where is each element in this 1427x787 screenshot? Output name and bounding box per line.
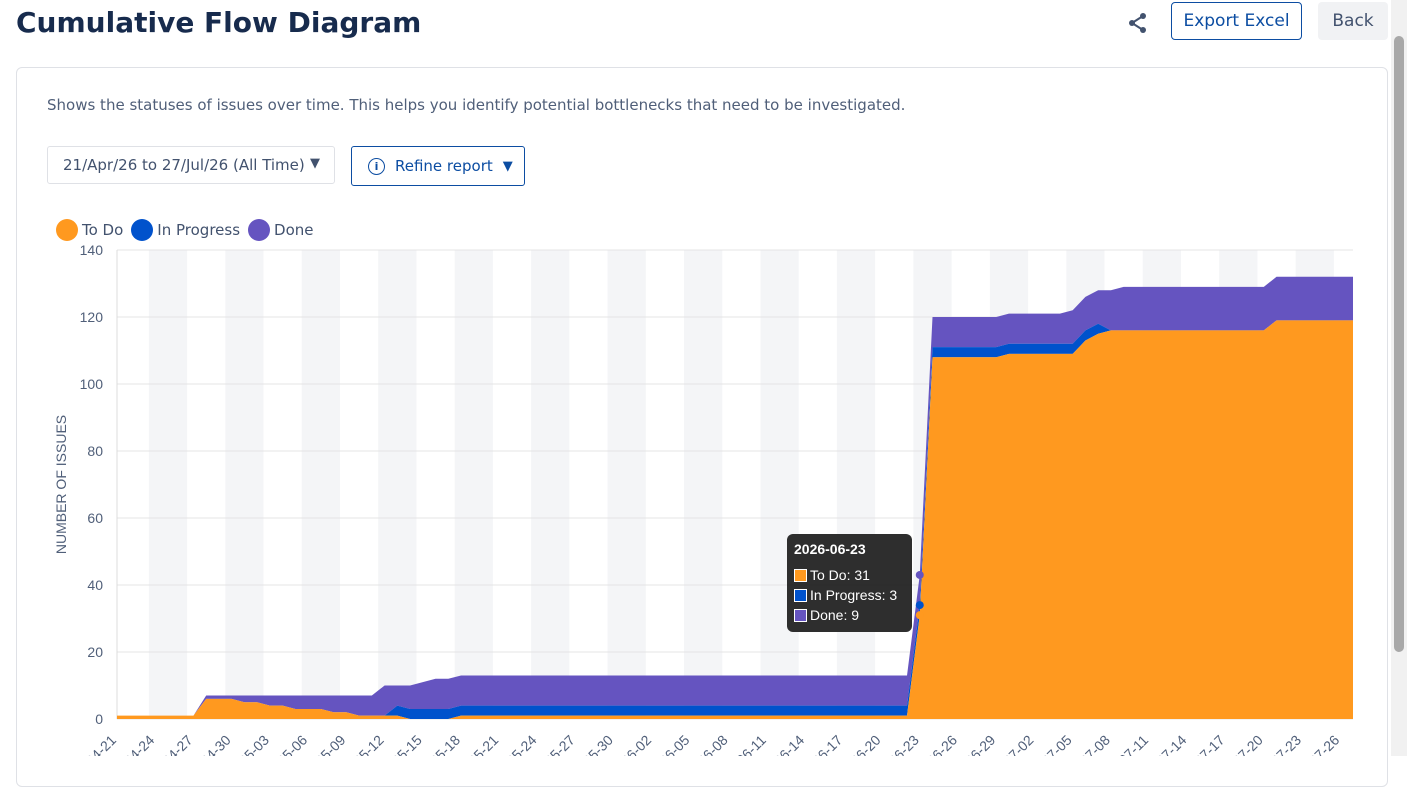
x-tick-label: 05-24	[503, 732, 540, 756]
tooltip-swatch-done	[794, 608, 807, 622]
tooltip-swatch-in-progress	[794, 588, 807, 602]
y-tick-label: 0	[95, 711, 103, 727]
x-tick-label: 06-29	[962, 732, 999, 756]
legend-swatch-done	[248, 219, 271, 241]
x-tick-label: 07-11	[1115, 732, 1151, 756]
legend-label: Done	[274, 221, 314, 239]
y-tick-label: 140	[80, 242, 104, 258]
date-range-select[interactable]: 21/Apr/26 to 27/Jul/26 (All Time) ▼	[47, 146, 335, 184]
highlight-point-done	[915, 570, 924, 579]
x-tick-label: 05-12	[350, 732, 387, 756]
x-tick-label: 05-30	[579, 732, 616, 756]
x-tick-label: 07-26	[1306, 732, 1343, 756]
tooltip-label: To Do: 31	[810, 567, 870, 583]
x-tick-label: 06-26	[923, 732, 960, 756]
refine-report-label: Refine report	[395, 157, 493, 175]
y-tick-label: 80	[87, 443, 103, 459]
x-tick-label: 04-30	[197, 732, 234, 756]
x-tick-label: 06-17	[809, 732, 846, 756]
background-band	[607, 250, 646, 719]
x-tick-label: 07-08	[1076, 732, 1113, 756]
x-tick-label: 04-27	[159, 732, 196, 756]
x-tick-label: 06-02	[618, 732, 655, 756]
legend-item-done[interactable]: Done	[248, 219, 313, 241]
scrollbar-thumb[interactable]	[1394, 36, 1404, 652]
x-tick-label: 05-03	[235, 732, 272, 756]
info-icon: i	[368, 157, 385, 175]
background-band	[378, 250, 417, 719]
background-band	[148, 250, 188, 719]
date-range-value: 21/Apr/26 to 27/Jul/26 (All Time)	[63, 156, 305, 174]
legend-item-in-progress[interactable]: In Progress	[131, 219, 240, 241]
highlight-point-in-progress	[915, 601, 924, 610]
tooltip-swatch-todo	[794, 568, 807, 582]
x-tick-label: 06-14	[771, 732, 808, 756]
chart-legend: To Do In Progress Done	[56, 219, 321, 241]
background-band	[301, 250, 340, 719]
share-icon[interactable]	[1127, 12, 1149, 34]
x-tick-label: 05-09	[312, 732, 349, 756]
x-tick-label: 04-21	[82, 732, 119, 756]
highlight-point-todo	[915, 611, 924, 620]
tooltip-date: 2026-06-23	[794, 541, 866, 557]
x-tick-label: 07-02	[1000, 732, 1037, 756]
x-tick-label: 05-18	[427, 732, 464, 756]
x-tick-label: 04-24	[121, 732, 158, 756]
tooltip-row-todo: To Do: 31	[794, 565, 905, 585]
y-tick-label: 120	[80, 309, 104, 325]
background-band	[836, 250, 876, 719]
caret-down-icon: ▼	[502, 158, 513, 174]
x-tick-label: 05-27	[541, 732, 578, 756]
area-done	[117, 276, 1353, 716]
x-tick-label: 05-21	[465, 732, 502, 756]
y-axis-title: NUMBER OF ISSUES	[53, 415, 69, 554]
legend-label: In Progress	[157, 221, 241, 239]
legend-swatch-in-progress	[131, 219, 154, 241]
x-tick-label: 06-08	[694, 732, 731, 756]
x-tick-label: 07-20	[1229, 732, 1266, 756]
x-tick-label: 05-06	[274, 732, 311, 756]
x-tick-label: 06-23	[885, 732, 922, 756]
x-tick-label: 05-15	[388, 732, 425, 756]
refine-report-button[interactable]: i Refine report ▼	[351, 146, 525, 186]
x-tick-label: 07-14	[1153, 732, 1190, 756]
tooltip-label: In Progress: 3	[810, 587, 898, 603]
x-tick-label: 06-11	[733, 732, 769, 756]
y-tick-label: 20	[87, 644, 103, 660]
y-tick-label: 100	[80, 376, 104, 392]
tooltip-row-done: Done: 9	[794, 605, 905, 625]
x-tick-label: 06-20	[847, 732, 884, 756]
tooltip-row-in-progress: In Progress: 3	[794, 585, 905, 605]
background-band	[684, 250, 723, 719]
export-excel-button[interactable]: Export Excel	[1171, 2, 1302, 40]
area-todo	[117, 320, 1353, 719]
back-button[interactable]: Back	[1318, 2, 1388, 40]
x-tick-label: 07-05	[1038, 732, 1075, 756]
x-tick-label: 07-17	[1191, 732, 1228, 756]
y-tick-label: 60	[87, 510, 103, 526]
page-title: Cumulative Flow Diagram	[16, 6, 422, 39]
background-band	[225, 250, 264, 719]
x-tick-label: 06-05	[656, 732, 693, 756]
legend-label: To Do	[82, 221, 124, 239]
caret-down-icon: ▼	[310, 156, 320, 171]
tooltip-label: Done: 9	[810, 607, 860, 623]
y-tick-label: 40	[87, 577, 103, 593]
report-description: Shows the statuses of issues over time. …	[47, 96, 906, 114]
chart-tooltip: 2026-06-23 To Do: 31 In Progress: 3 Done…	[787, 534, 912, 632]
background-band	[454, 250, 493, 719]
legend-swatch-todo	[56, 219, 78, 241]
background-band	[531, 250, 570, 719]
background-band	[760, 250, 799, 719]
x-tick-label: 07-23	[1268, 732, 1305, 756]
legend-item-todo[interactable]: To Do	[56, 219, 123, 241]
